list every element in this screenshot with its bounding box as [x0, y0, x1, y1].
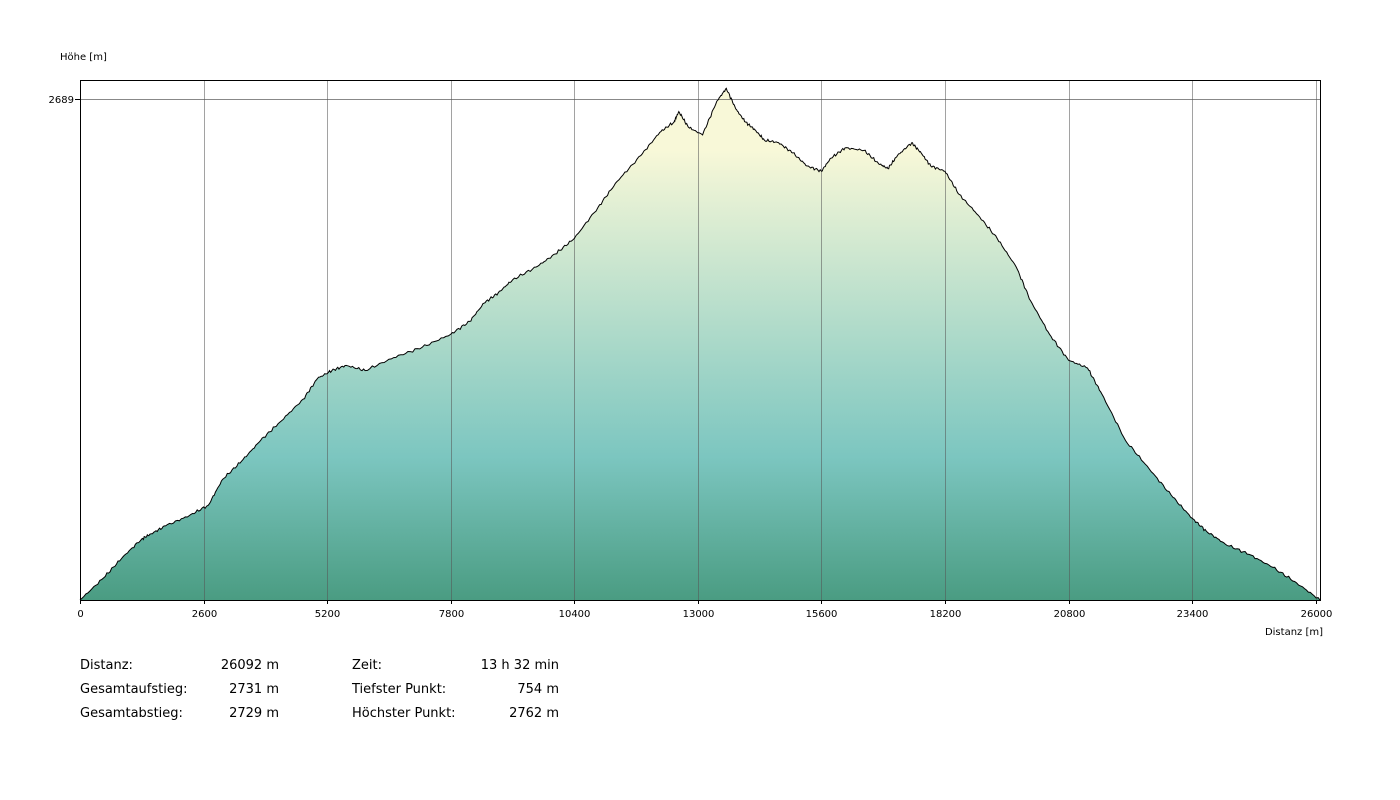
- stat-descent-label: Gesamtabstieg:: [80, 706, 183, 721]
- stat-lowest-value: 754 m: [517, 682, 559, 697]
- elevation-line: [79, 87, 1321, 601]
- x-tick-label: 23400: [1177, 609, 1209, 620]
- y-axis-label: Höhe [m]: [60, 52, 107, 63]
- x-tick-label: 20800: [1054, 609, 1086, 620]
- x-tick-label: 7800: [439, 609, 464, 620]
- stat-time-label: Zeit:: [352, 658, 382, 673]
- stat-highest-label: Höchster Punkt:: [352, 706, 456, 721]
- x-tick-label: 0: [77, 609, 83, 620]
- x-axis-label: Distanz [m]: [1265, 627, 1323, 638]
- stat-time-value: 13 h 32 min: [480, 658, 559, 673]
- stat-lowest-label: Tiefster Punkt:: [352, 682, 447, 697]
- x-tick-label: 15600: [806, 609, 838, 620]
- stat-ascent-label: Gesamtaufstieg:: [80, 682, 188, 697]
- elevation-area: [80, 88, 1320, 601]
- x-tick-label: 10400: [559, 609, 591, 620]
- x-tick-label: 2600: [192, 609, 217, 620]
- y-tick-label: 2689: [49, 95, 74, 106]
- stat-descent-value: 2729 m: [229, 706, 279, 721]
- x-tick-label: 18200: [930, 609, 962, 620]
- stat-ascent-value: 2731 m: [229, 682, 279, 697]
- plot-frame: [80, 80, 1321, 601]
- stat-highest-value: 2762 m: [509, 706, 559, 721]
- plot-area: 2689 0 2600 5200 7800 10400 13000 15600 18200 208…: [49, 80, 1333, 620]
- stat-distance-label: Distanz:: [80, 658, 133, 673]
- x-tick-label: 26000: [1301, 609, 1333, 620]
- x-tick-label: 5200: [315, 609, 340, 620]
- x-tick-label: 13000: [683, 609, 715, 620]
- stat-distance-value: 26092 m: [220, 658, 279, 673]
